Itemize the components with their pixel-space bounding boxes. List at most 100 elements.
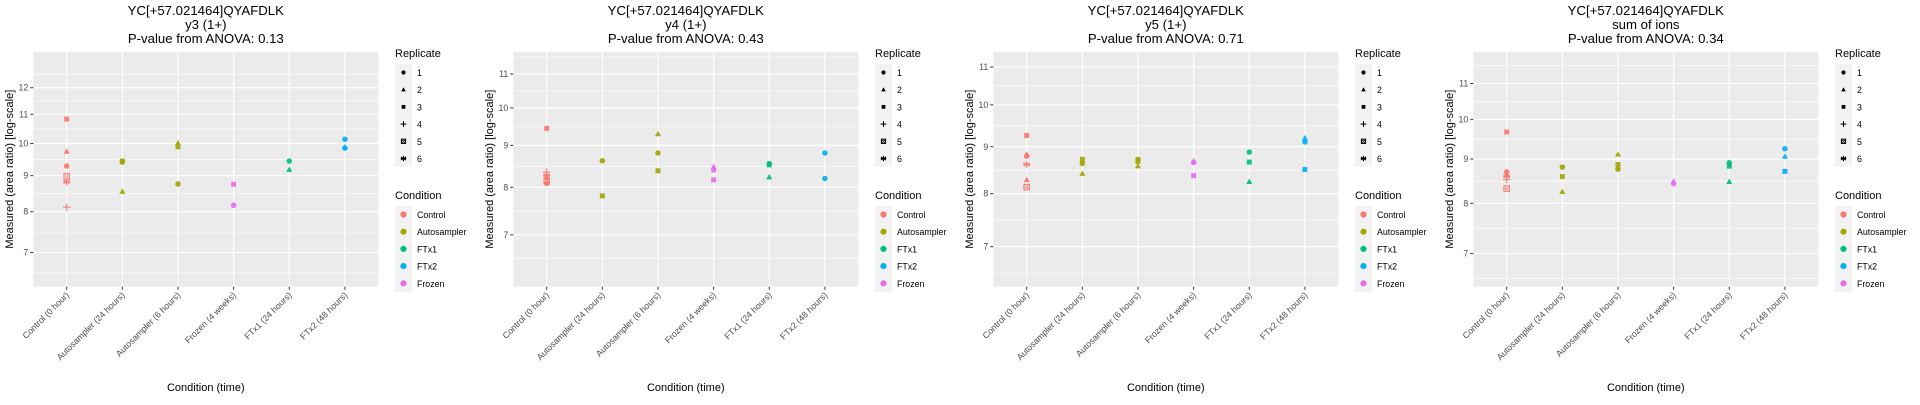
y-tick-label: 8 [23, 207, 28, 217]
chart-title-line-1: YC[+57.021464]QYAFDLK [608, 3, 764, 18]
chart-title-line-2: y4 (1+) [665, 17, 706, 32]
x-tick-label: FTx2 (48 hours) [1738, 290, 1789, 341]
data-point [1502, 175, 1511, 184]
y-tick-label: 7 [983, 242, 988, 252]
y-tick-label: 9 [503, 140, 508, 150]
data-point [1782, 145, 1788, 152]
square-cross-shape-icon-d2 [1361, 139, 1366, 143]
legend-replicate-label: 6 [1857, 154, 1862, 164]
asterisk-shape-icon [880, 155, 887, 162]
y-tick-label: 12 [19, 83, 29, 93]
legend-condition-label: FTx1 [897, 244, 917, 254]
color-dot-icon [1360, 211, 1367, 218]
data-point-d2 [64, 174, 69, 179]
circle-shape-icon [1841, 70, 1846, 75]
x-tick-label: FTx1 (24 hours) [1682, 290, 1733, 341]
color-dot-icon [1360, 245, 1367, 252]
legend-condition-label: Autosampler [417, 227, 466, 237]
square-cross-shape-icon [880, 138, 887, 144]
legend-condition: Condition Control Autosampler FTx1 FTx2 Froze… [1355, 190, 1426, 292]
data-point [1302, 167, 1308, 172]
data-point [543, 180, 550, 187]
legend-replicate-label: 3 [417, 102, 422, 112]
color-dot-icon [1360, 280, 1367, 287]
y-tick-label: 11 [979, 62, 988, 72]
data-point [766, 162, 772, 168]
data-point [64, 116, 70, 122]
legend-condition-label: Control [897, 210, 925, 220]
legend-condition-label: Frozen [1377, 279, 1404, 289]
data-points [1502, 129, 1788, 194]
data-point [1023, 176, 1030, 183]
data-point [1023, 183, 1030, 191]
x-tick-label: Frozen (4 weeks) [183, 290, 238, 345]
x-tick-label: FTx2 (48 hours) [298, 290, 349, 341]
x-axis-title: Condition (time) [1127, 382, 1205, 394]
square-shape-icon [1841, 105, 1846, 109]
data-point-d2 [1024, 185, 1029, 190]
legend-condition-label: FTx2 [897, 262, 917, 272]
circle-shape-icon [1361, 70, 1366, 75]
legend-replicate-label: 3 [1377, 102, 1382, 112]
data-point [544, 125, 550, 131]
legend-replicate-label: 4 [1857, 120, 1862, 130]
x-tick-label: Autosampler (6 hours) [594, 290, 663, 359]
plot-background [513, 51, 859, 287]
legend-condition-label: FTx1 [1857, 244, 1877, 254]
chart-title-line-3: P-value from ANOVA: 0.71 [1088, 31, 1244, 46]
data-point [1246, 149, 1253, 155]
data-point [63, 148, 70, 154]
legend-condition-label: Frozen [897, 279, 924, 289]
y-axis-title: Measured (area ratio) [log-scale] [1444, 90, 1456, 249]
legend-condition-label: FTx1 [417, 244, 437, 254]
triangle-shape-icon [881, 87, 886, 92]
square-shape-icon [401, 105, 406, 109]
legend-replicate-label: 4 [1377, 120, 1382, 130]
legend-replicate-label: 3 [897, 102, 902, 112]
data-point [175, 144, 181, 150]
data-point [822, 175, 828, 182]
data-point [1615, 162, 1621, 167]
legend-replicate-label: 1 [1857, 68, 1862, 78]
x-axis-title: Condition (time) [167, 382, 245, 394]
data-point [1079, 160, 1086, 167]
x-tick-label: Frozen (4 weeks) [663, 290, 718, 345]
legend-condition-title: Condition [395, 190, 441, 202]
data-point [1246, 178, 1253, 185]
y-tick-label: 8 [983, 189, 988, 199]
square-cross-shape-icon-d2 [1841, 139, 1846, 143]
legend-replicate-label: 3 [1857, 102, 1862, 112]
data-point [1023, 160, 1031, 168]
x-tick-label: Autosampler (6 hours) [1554, 290, 1623, 359]
x-tick-label: Control (0 hour) [980, 290, 1031, 341]
data-point [599, 193, 605, 199]
square-cross-shape-icon-box [880, 138, 887, 144]
x-tick-label: Control (0 hour) [500, 290, 551, 341]
legend-condition: Condition Control Autosampler FTx1 FTx2 Froze… [875, 190, 946, 292]
legend-condition-label: Autosampler [1857, 227, 1906, 237]
legend-condition-title: Condition [1355, 190, 1401, 202]
legend-replicate-label: 1 [1377, 68, 1382, 78]
data-point [1079, 170, 1086, 176]
color-dot-icon [1840, 245, 1847, 252]
data-point [175, 181, 181, 187]
y-tick-label: 9 [23, 171, 28, 181]
legend-replicate-label: 4 [417, 120, 422, 130]
legend-condition-title: Condition [875, 190, 921, 202]
legend-condition-label: Control [1857, 210, 1885, 220]
legend-replicate-label: 1 [897, 68, 902, 78]
x-tick-label: Frozen (4 weeks) [1143, 290, 1198, 345]
data-point [342, 136, 348, 142]
legend-condition-label: FTx2 [1857, 262, 1877, 272]
legend-replicate: Replicate 1 2 3 4 5 6 [1835, 48, 1881, 167]
plot-background [33, 51, 379, 287]
plot-background [1473, 51, 1819, 287]
data-point [230, 202, 237, 209]
data-point [1023, 153, 1030, 159]
y-tick-label: 8 [1463, 198, 1468, 208]
y-tick-label: 10 [1459, 114, 1469, 124]
data-point [286, 158, 293, 164]
